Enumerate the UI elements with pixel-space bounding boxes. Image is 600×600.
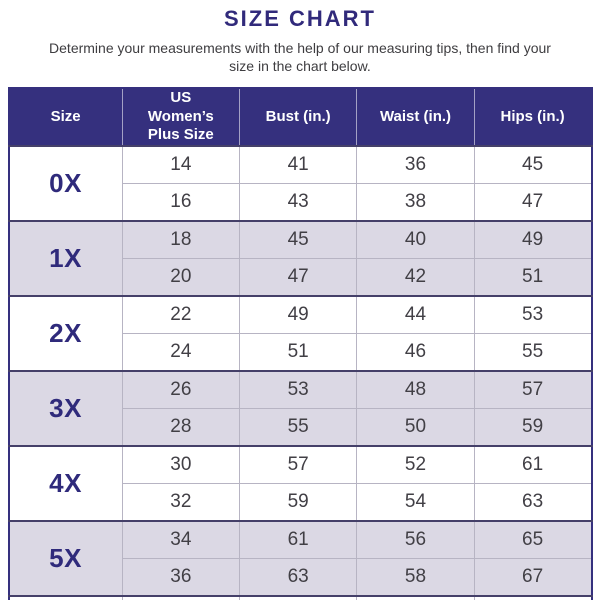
table-row: 3X 26 53 48 57 [8, 370, 592, 447]
measurement-cell: 69 [473, 595, 592, 600]
measurement-cell: 28 [121, 408, 240, 447]
measurement-cell: 57 [473, 370, 592, 409]
measurement-cell: 46 [356, 333, 475, 372]
measurement-cell: 30 [121, 445, 240, 484]
measurement-cell: 48 [356, 370, 475, 409]
table-row: 20 47 42 51 [9, 258, 592, 297]
measurement-cell: 14 [121, 145, 240, 184]
measurement-cell: 43 [238, 183, 357, 222]
measurement-cell: 60 [356, 595, 475, 600]
measurement-cell: 36 [121, 558, 240, 597]
measurement-cell: 34 [121, 520, 240, 559]
subtitle: Determine your measurements with the hel… [49, 40, 551, 75]
size-label: 2X [8, 295, 123, 372]
measurement-cell: 41 [238, 145, 357, 184]
column-header: Hips (in.) [473, 87, 592, 147]
size-label: 6X [8, 595, 123, 600]
measurement-cell: 40 [356, 220, 475, 259]
column-header: Size [8, 87, 123, 147]
column-header: US Women’s Plus Size [121, 87, 240, 147]
table-row: 5X 34 61 56 65 [8, 520, 592, 597]
table-row: 6X38656069 [8, 595, 592, 600]
measurement-cell: 20 [121, 258, 240, 297]
size-table-body: 0X 14 41 36 45 16 43 38 47 1X 18 45 40 49 20 47 42 51 2X 22… [8, 145, 592, 600]
measurement-cell: 61 [473, 445, 592, 484]
size-label: 0X [8, 145, 123, 222]
size-label: 5X [8, 520, 123, 597]
table-header-row: Size US Women’s Plus Size Bust (in.) Waist … [8, 87, 592, 147]
measurement-cell: 38 [356, 183, 475, 222]
measurement-cell: 58 [356, 558, 475, 597]
size-label: 1X [8, 220, 123, 297]
measurement-cell: 56 [356, 520, 475, 559]
measurement-cell: 59 [473, 408, 592, 447]
measurement-cell: 53 [238, 370, 357, 409]
table-row: 16 43 38 47 [9, 183, 592, 222]
measurement-cell: 26 [121, 370, 240, 409]
measurement-cell: 53 [473, 295, 592, 334]
measurement-cell: 32 [121, 483, 240, 522]
size-label: 3X [8, 370, 123, 447]
measurement-cell: 49 [238, 295, 357, 334]
measurement-cell: 22 [121, 295, 240, 334]
table-row: 24 51 46 55 [9, 333, 592, 372]
measurement-cell: 57 [238, 445, 357, 484]
measurement-cell: 18 [121, 220, 240, 259]
table-row: 28 55 50 59 [9, 408, 592, 447]
measurement-cell: 65 [473, 520, 592, 559]
measurement-cell: 55 [473, 333, 592, 372]
size-label: 4X [8, 445, 123, 522]
measurement-cell: 45 [473, 145, 592, 184]
measurement-cell: 36 [356, 145, 475, 184]
table-row: 1X 18 45 40 49 [8, 220, 592, 297]
measurement-cell: 65 [238, 595, 357, 600]
measurement-cell: 44 [356, 295, 475, 334]
measurement-cell: 42 [356, 258, 475, 297]
measurement-cell: 59 [238, 483, 357, 522]
measurement-cell: 45 [238, 220, 357, 259]
measurement-cell: 16 [121, 183, 240, 222]
measurement-cell: 47 [238, 258, 357, 297]
measurement-cell: 38 [121, 595, 240, 600]
table-row: 2X 22 49 44 53 [8, 295, 592, 372]
page-title: SIZE CHART [224, 6, 376, 31]
measurement-cell: 63 [473, 483, 592, 522]
measurement-cell: 51 [473, 258, 592, 297]
measurement-cell: 52 [356, 445, 475, 484]
measurement-cell: 24 [121, 333, 240, 372]
measurement-cell: 49 [473, 220, 592, 259]
measurement-cell: 54 [356, 483, 475, 522]
measurement-cell: 47 [473, 183, 592, 222]
measurement-cell: 50 [356, 408, 475, 447]
table-row: 32 59 54 63 [9, 483, 592, 522]
table-row: 4X 30 57 52 61 [8, 445, 592, 522]
table-row: 36 63 58 67 [9, 558, 592, 597]
measurement-cell: 63 [238, 558, 357, 597]
measurement-cell: 67 [473, 558, 592, 597]
size-chart-table: Size US Women’s Plus Size Bust (in.) Waist … [7, 86, 593, 600]
table-row: 0X 14 41 36 45 [8, 145, 592, 222]
measurement-cell: 61 [238, 520, 357, 559]
measurement-cell: 51 [238, 333, 357, 372]
column-header: Waist (in.) [356, 87, 475, 147]
column-header: Bust (in.) [238, 87, 357, 147]
measurement-cell: 55 [238, 408, 357, 447]
